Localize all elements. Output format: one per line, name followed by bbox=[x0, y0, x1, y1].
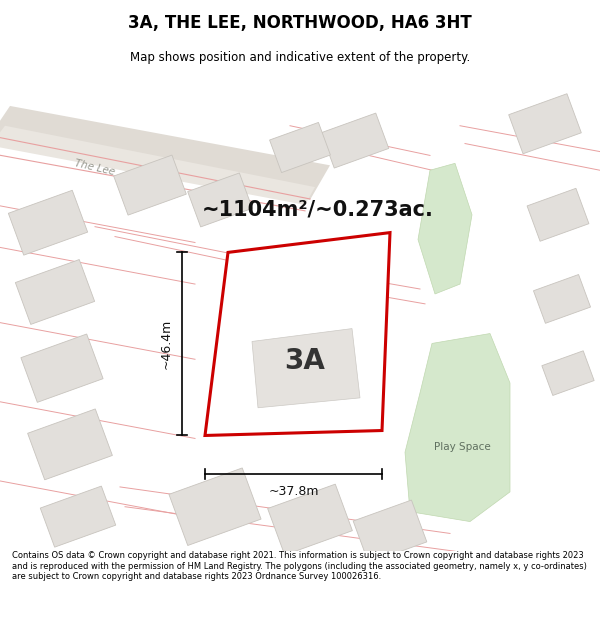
Polygon shape bbox=[509, 94, 581, 154]
Text: The Lee: The Lee bbox=[74, 158, 116, 177]
Polygon shape bbox=[0, 106, 330, 200]
Polygon shape bbox=[40, 486, 116, 547]
Polygon shape bbox=[0, 126, 315, 205]
Polygon shape bbox=[405, 334, 510, 521]
Text: 3A, THE LEE, NORTHWOOD, HA6 3HT: 3A, THE LEE, NORTHWOOD, HA6 3HT bbox=[128, 14, 472, 32]
Polygon shape bbox=[268, 484, 352, 555]
Polygon shape bbox=[418, 163, 472, 294]
Polygon shape bbox=[113, 155, 187, 215]
Text: Contains OS data © Crown copyright and database right 2021. This information is : Contains OS data © Crown copyright and d… bbox=[12, 551, 587, 581]
Polygon shape bbox=[353, 500, 427, 563]
Text: Play Space: Play Space bbox=[434, 442, 490, 452]
Polygon shape bbox=[252, 329, 360, 408]
Polygon shape bbox=[16, 259, 95, 324]
Polygon shape bbox=[8, 190, 88, 255]
Polygon shape bbox=[205, 232, 390, 436]
Polygon shape bbox=[28, 409, 112, 480]
Polygon shape bbox=[533, 274, 590, 323]
Polygon shape bbox=[269, 122, 331, 172]
Polygon shape bbox=[21, 334, 103, 402]
Text: Map shows position and indicative extent of the property.: Map shows position and indicative extent… bbox=[130, 51, 470, 64]
Polygon shape bbox=[321, 113, 389, 168]
Text: ~1104m²/~0.273ac.: ~1104m²/~0.273ac. bbox=[202, 200, 434, 220]
Text: ~37.8m: ~37.8m bbox=[268, 486, 319, 498]
Text: 3A: 3A bbox=[284, 348, 325, 375]
Polygon shape bbox=[527, 188, 589, 241]
Polygon shape bbox=[542, 351, 594, 396]
Text: ~46.4m: ~46.4m bbox=[160, 319, 173, 369]
Polygon shape bbox=[188, 173, 253, 227]
Polygon shape bbox=[169, 468, 261, 546]
